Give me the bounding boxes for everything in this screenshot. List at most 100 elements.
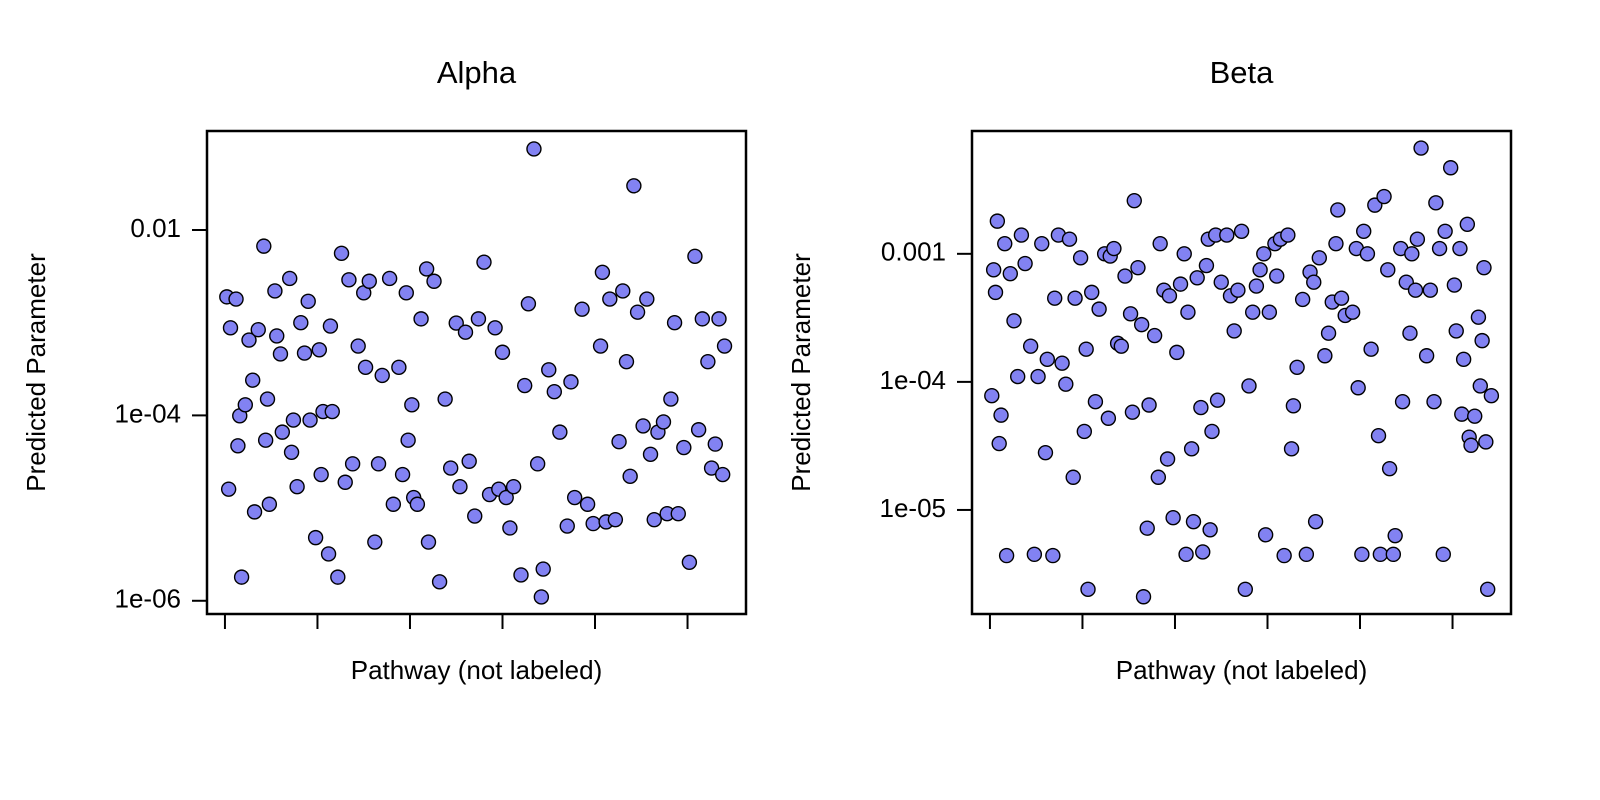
point	[1039, 351, 1056, 368]
point	[1470, 309, 1487, 325]
point	[330, 569, 346, 585]
panel-title: Beta	[1210, 55, 1275, 90]
point	[1195, 544, 1211, 560]
y-tick-label: 0.001	[881, 237, 946, 267]
point	[1442, 160, 1459, 176]
point	[1452, 240, 1468, 257]
point	[1376, 188, 1392, 205]
point	[250, 322, 266, 338]
point	[1387, 527, 1403, 544]
point	[1241, 378, 1257, 394]
point	[1002, 265, 1019, 282]
point	[513, 567, 529, 583]
x-axis-label: Pathway (not labeled)	[351, 655, 602, 685]
point	[1130, 259, 1146, 276]
point	[272, 346, 289, 362]
point	[333, 245, 350, 262]
point	[442, 460, 459, 476]
point	[457, 324, 474, 340]
point	[676, 439, 692, 456]
point	[1454, 406, 1470, 422]
point	[1344, 304, 1361, 320]
point	[404, 397, 420, 413]
point	[526, 141, 542, 157]
point	[293, 315, 309, 331]
point	[1178, 546, 1194, 563]
point	[1058, 376, 1074, 392]
point	[350, 338, 366, 354]
point	[267, 283, 283, 299]
point	[1385, 546, 1402, 563]
point	[241, 332, 257, 348]
point	[607, 511, 624, 528]
point	[282, 270, 298, 287]
point	[1479, 581, 1496, 598]
x-axis-label: Pathway (not labeled)	[1116, 655, 1367, 685]
point	[374, 367, 390, 384]
point	[984, 388, 1000, 404]
point	[987, 284, 1004, 301]
point	[1463, 437, 1479, 453]
point	[989, 213, 1006, 229]
y-tick-label: 0.01	[130, 213, 181, 243]
point	[711, 311, 727, 327]
point	[985, 262, 1002, 278]
point	[296, 345, 313, 361]
point	[1483, 388, 1500, 404]
point	[1285, 398, 1302, 414]
point	[1448, 323, 1464, 339]
point	[1126, 192, 1142, 209]
point	[1078, 341, 1094, 357]
point	[1404, 246, 1420, 262]
point	[344, 456, 361, 472]
point	[1478, 434, 1494, 450]
point	[1276, 547, 1292, 564]
point	[1135, 589, 1152, 605]
point	[546, 384, 563, 400]
point	[302, 412, 318, 428]
point	[594, 264, 611, 280]
plot-frame	[205, 129, 748, 616]
point	[324, 403, 340, 420]
point	[1459, 216, 1476, 233]
point	[487, 320, 503, 336]
point	[1030, 368, 1046, 385]
point	[1413, 140, 1429, 156]
point	[1087, 394, 1104, 410]
point	[998, 547, 1015, 564]
point	[1269, 268, 1285, 284]
point	[716, 338, 733, 354]
point	[1370, 427, 1387, 444]
point	[357, 359, 374, 376]
point	[563, 374, 579, 390]
point	[1455, 351, 1472, 368]
point	[1072, 250, 1089, 266]
point	[1380, 262, 1396, 278]
point	[313, 466, 329, 483]
point	[246, 504, 263, 520]
point	[1330, 202, 1346, 218]
point	[690, 422, 707, 438]
point	[1363, 341, 1379, 357]
point	[413, 311, 429, 327]
point	[1091, 301, 1107, 317]
point	[367, 534, 383, 550]
point	[341, 272, 357, 288]
point	[1237, 581, 1253, 598]
y-axis-label: Predicted Parameter	[21, 253, 51, 492]
point	[1467, 408, 1483, 424]
point	[1252, 262, 1268, 278]
point	[320, 546, 337, 562]
point	[448, 315, 464, 331]
point	[1193, 399, 1209, 416]
point	[259, 391, 276, 407]
point	[1307, 513, 1324, 530]
point	[1248, 278, 1265, 294]
point	[502, 520, 518, 536]
point	[1084, 284, 1100, 301]
point	[611, 434, 627, 450]
point	[618, 353, 635, 370]
point	[1333, 290, 1350, 306]
point	[1437, 223, 1453, 239]
